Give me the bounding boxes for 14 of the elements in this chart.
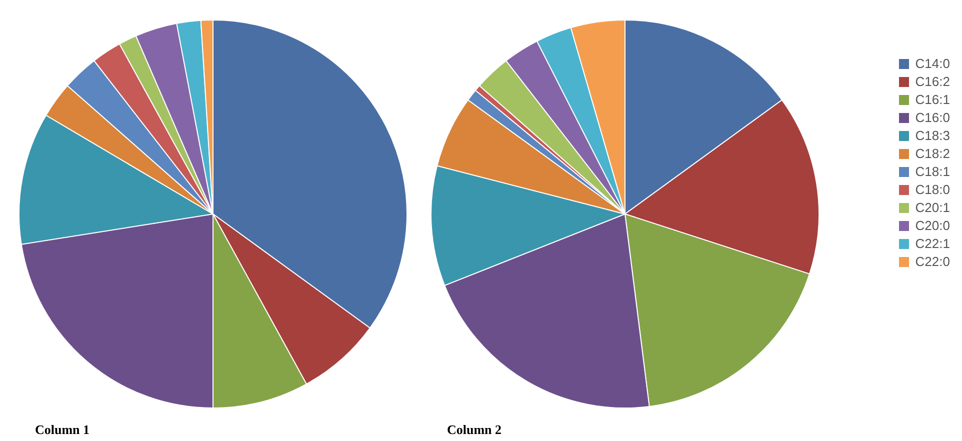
legend-label: C14:0	[915, 56, 950, 71]
legend-label: C22:0	[915, 254, 950, 269]
legend-label: C18:2	[915, 146, 950, 161]
legend-label: C22:1	[915, 236, 950, 251]
slice-label: Column 1	[35, 422, 90, 438]
legend-label: C16:2	[915, 74, 950, 89]
slice-label: Column 2	[447, 422, 502, 438]
legend-label: C20:0	[915, 218, 950, 233]
legend-label: C18:0	[915, 182, 950, 197]
legend-label: C16:1	[915, 92, 950, 107]
legend-label: C16:0	[915, 110, 950, 125]
legend-label: C18:1	[915, 164, 950, 179]
legend-label: C18:3	[915, 128, 950, 143]
legend-label: C20:1	[915, 200, 950, 215]
